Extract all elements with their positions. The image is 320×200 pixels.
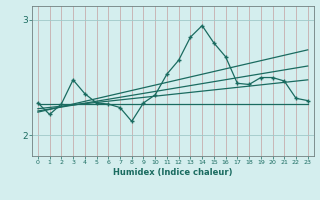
X-axis label: Humidex (Indice chaleur): Humidex (Indice chaleur) (113, 168, 233, 177)
